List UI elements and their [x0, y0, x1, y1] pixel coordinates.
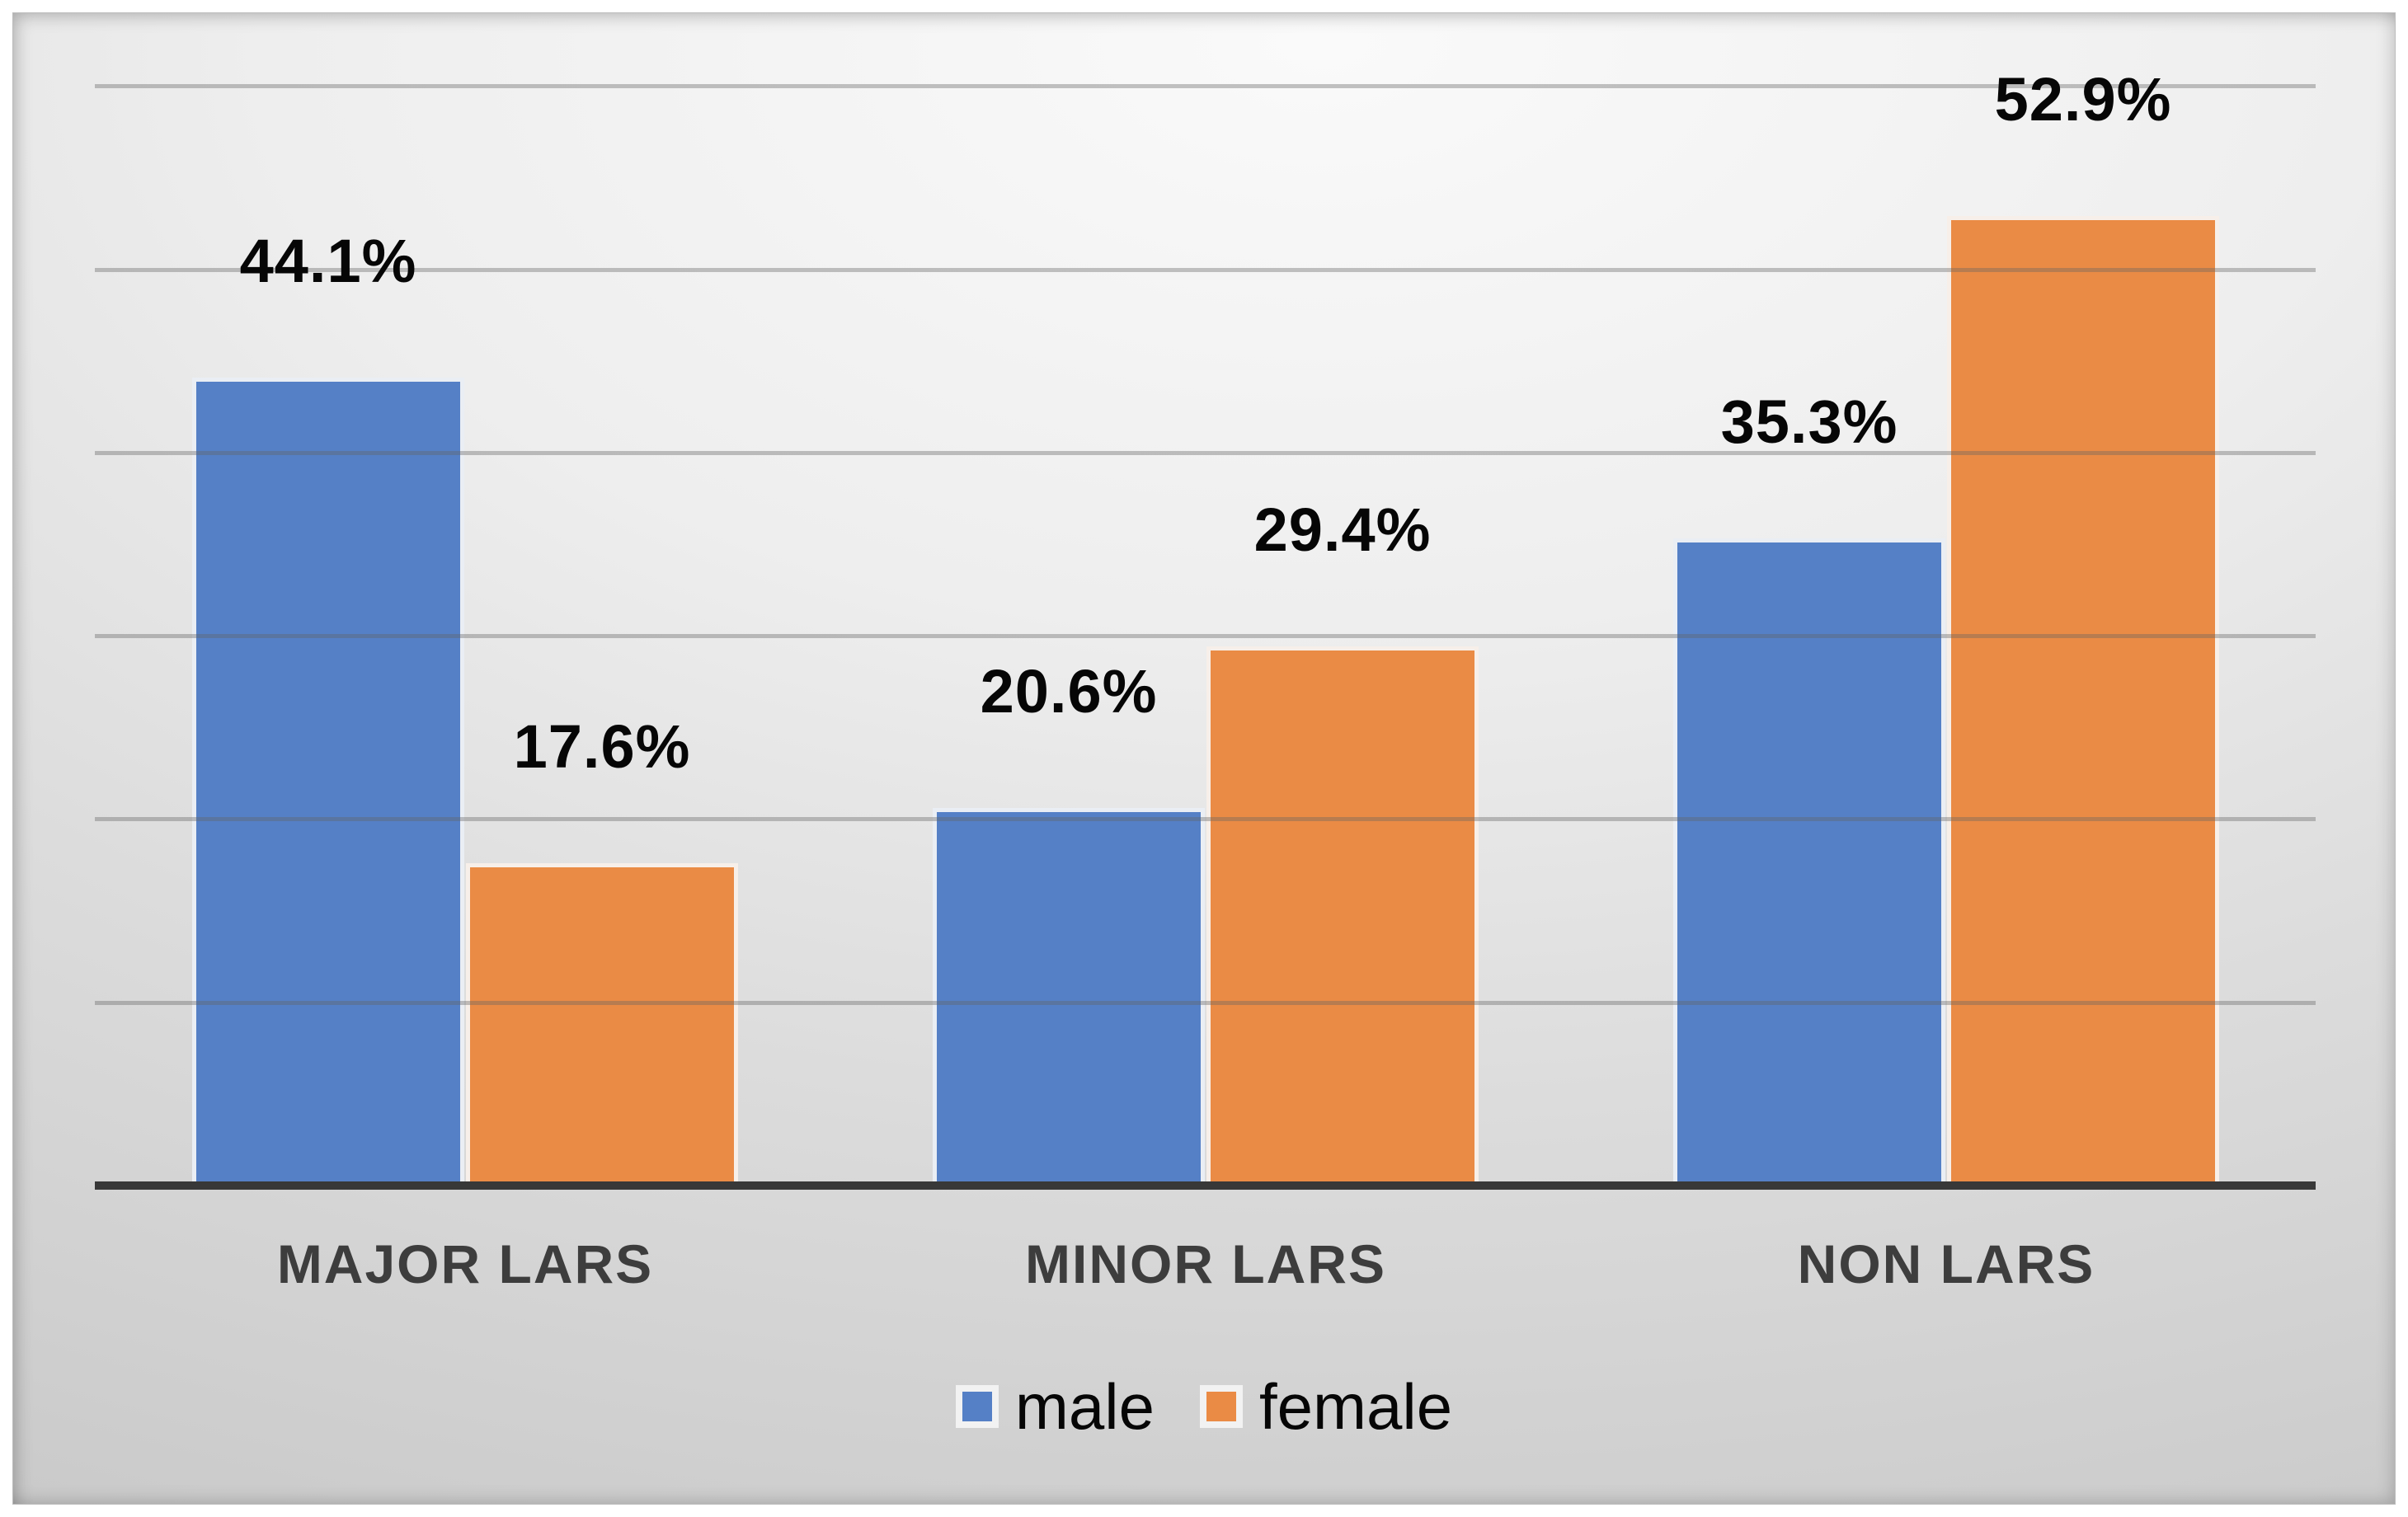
value-label-female-major-lars: 17.6%: [513, 712, 691, 781]
value-label-female-minor-lars: 29.4%: [1253, 495, 1432, 564]
legend-marker-male-icon: [955, 1385, 999, 1428]
category-label-minor-lars: MINOR LARS: [1025, 1233, 1386, 1294]
value-label-female-non-lars: 52.9%: [1994, 65, 2172, 134]
legend-item-male: male: [955, 1370, 1155, 1443]
bar-male-non-lars: [1673, 538, 1945, 1186]
chart-slide: 44.1% 20.6% 35.3% 17.6% 29.4% 52.9% MAJOR LAR…: [12, 12, 2396, 1505]
gridline-60pct: [95, 84, 2316, 89]
plot-area: 44.1% 20.6% 35.3% 17.6% 29.4% 52.9% MAJOR LAR…: [12, 12, 2396, 1505]
bar-male-major-lars: [192, 378, 464, 1186]
legend-label-female: female: [1258, 1370, 1453, 1443]
value-label-male-non-lars: 35.3%: [1720, 387, 1898, 456]
x-axis-line: [95, 1181, 2316, 1190]
value-label-male-major-lars: 44.1%: [239, 227, 417, 295]
bar-male-minor-lars: [933, 808, 1205, 1186]
bar-female-major-lars: [466, 863, 738, 1186]
category-label-non-lars: NON LARS: [1797, 1233, 2095, 1294]
legend-label-male: male: [1014, 1370, 1155, 1443]
bar-female-non-lars: [1947, 216, 2219, 1186]
legend: male female: [12, 1361, 2396, 1452]
bar-female-minor-lars: [1206, 646, 1479, 1186]
legend-marker-female-icon: [1199, 1385, 1243, 1428]
legend-item-female: female: [1199, 1370, 1453, 1443]
value-label-male-minor-lars: 20.6%: [980, 657, 1158, 726]
category-label-major-lars: MAJOR LARS: [276, 1233, 654, 1294]
